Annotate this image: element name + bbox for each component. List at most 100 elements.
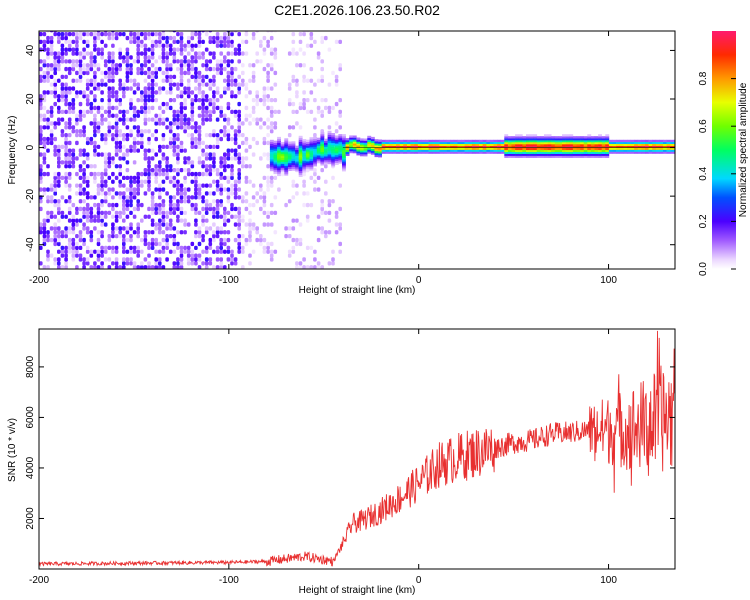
spectrogram-cell xyxy=(82,214,86,219)
spectrogram-cell xyxy=(168,35,173,41)
spectrogram-cell xyxy=(204,183,209,188)
colorbar-tick-label: 0.6 xyxy=(698,119,709,133)
spectrogram-cell xyxy=(122,55,126,60)
spectrogram-cell xyxy=(233,191,238,196)
spectrogram-cell xyxy=(49,136,54,142)
spectrogram-cell xyxy=(75,191,79,196)
spectrogram-cell xyxy=(168,210,173,215)
spectrogram-cell xyxy=(89,109,94,114)
spectrogram-cell xyxy=(136,234,140,239)
spectrogram-cell xyxy=(324,98,328,103)
spectrogram-cell xyxy=(103,140,108,146)
spectrogram-cell xyxy=(248,218,252,223)
spectrogram-cell xyxy=(248,113,252,118)
spectrogram-cell xyxy=(179,94,184,99)
spectrogram-cell xyxy=(251,249,256,254)
spectrogram-cell xyxy=(122,245,126,250)
spectrogram-cell xyxy=(529,153,534,156)
spectrogram-cell xyxy=(237,113,241,118)
spectrogram-cell xyxy=(93,214,97,219)
spectrogram-cell xyxy=(129,261,133,266)
spectrogram-cell xyxy=(374,154,379,158)
spectrogram-cell xyxy=(580,153,584,156)
spectrogram-cell xyxy=(327,125,332,130)
spectrogram-cell xyxy=(219,171,223,177)
spectrogram-cell xyxy=(262,195,267,200)
spectrogram-cell xyxy=(309,152,314,156)
spectrogram-cell xyxy=(244,148,249,153)
spectrogram-cell xyxy=(583,155,588,158)
spectrogram-cell xyxy=(114,245,119,250)
spectrogram-cell xyxy=(212,39,216,44)
spectrogram-cell xyxy=(547,142,552,145)
spectrogram-cell xyxy=(78,31,83,33)
spectrogram-cell xyxy=(280,142,285,145)
spectrogram-cell xyxy=(287,153,292,156)
spectrogram-cell xyxy=(518,145,523,149)
spectrogram-cell xyxy=(111,214,115,219)
spectrogram-cell xyxy=(125,187,130,192)
spectrogram-cell xyxy=(356,137,361,140)
spectrogram-cell xyxy=(226,63,231,68)
spectrogram-cell xyxy=(443,139,447,143)
spectrogram-cell xyxy=(215,187,220,192)
spectrogram-cell xyxy=(93,121,97,126)
spectrogram-cell xyxy=(67,70,72,76)
spectrogram-cell xyxy=(637,149,642,152)
spectrogram-cell xyxy=(223,86,227,91)
spectrogram-cell xyxy=(122,113,126,118)
spectrogram-cell xyxy=(179,51,184,56)
spectrogram-cell xyxy=(262,136,267,142)
spectrogram-cell xyxy=(132,195,137,200)
spectrogram-cell xyxy=(540,149,545,153)
spectrogram-cell xyxy=(172,195,177,200)
spectrogram-cell xyxy=(85,63,90,68)
spectrogram-cell xyxy=(331,261,335,266)
spectrogram-cell xyxy=(197,226,202,231)
spectrogram-cell xyxy=(316,143,321,146)
spectrogram-cell xyxy=(201,195,205,200)
spectrogram-cell xyxy=(287,82,292,87)
spectrogram-cell xyxy=(186,59,191,64)
spectrogram-cell xyxy=(150,32,155,37)
spectrogram-cell xyxy=(42,144,47,149)
spectrogram-cell xyxy=(305,149,310,152)
spectrogram-cell xyxy=(46,253,50,258)
spectrogram-cell xyxy=(554,149,559,153)
spectrogram-cell xyxy=(295,161,299,164)
spectrogram-cell xyxy=(273,210,278,215)
spectrogram-cell xyxy=(82,32,86,37)
spectrogram-cell xyxy=(302,158,307,161)
spectrogram-cell xyxy=(39,74,43,79)
spectrogram-cell xyxy=(136,245,140,250)
spectrogram-cell xyxy=(150,191,155,196)
spectrogram-cell xyxy=(309,139,314,142)
spectrogram-cell xyxy=(176,214,180,219)
spectrogram-cell xyxy=(580,136,584,139)
spectrogram-cell xyxy=(71,98,76,103)
spectrogram-cell xyxy=(320,113,324,118)
spectrogram-cell xyxy=(89,234,94,239)
spectrogram-cell xyxy=(277,148,281,151)
spectrogram-cell xyxy=(255,237,259,243)
spectrogram-cell xyxy=(226,187,231,192)
spectrogram-cell xyxy=(385,139,390,143)
spectrogram-cell xyxy=(64,109,68,114)
spectrogram-cell xyxy=(53,59,57,64)
spectrogram-cell xyxy=(161,156,166,161)
spectrogram-cell xyxy=(327,140,332,143)
spectrogram-cell xyxy=(42,160,47,165)
spectrogram-cell xyxy=(248,202,252,208)
spectrogram-cell xyxy=(103,245,108,250)
spectrogram-cell xyxy=(53,191,57,196)
spectrogram-cell xyxy=(432,149,437,152)
spectrogram-cell xyxy=(316,151,321,154)
spectrogram-cell xyxy=(482,141,487,144)
spectrogram-cell xyxy=(305,109,310,114)
spectrogram-cell xyxy=(305,214,310,219)
spectrogram-cell xyxy=(100,191,104,196)
spectrogram-cell xyxy=(100,222,104,227)
spectrogram-cell xyxy=(64,234,68,239)
spectrogram-cell xyxy=(284,151,289,155)
